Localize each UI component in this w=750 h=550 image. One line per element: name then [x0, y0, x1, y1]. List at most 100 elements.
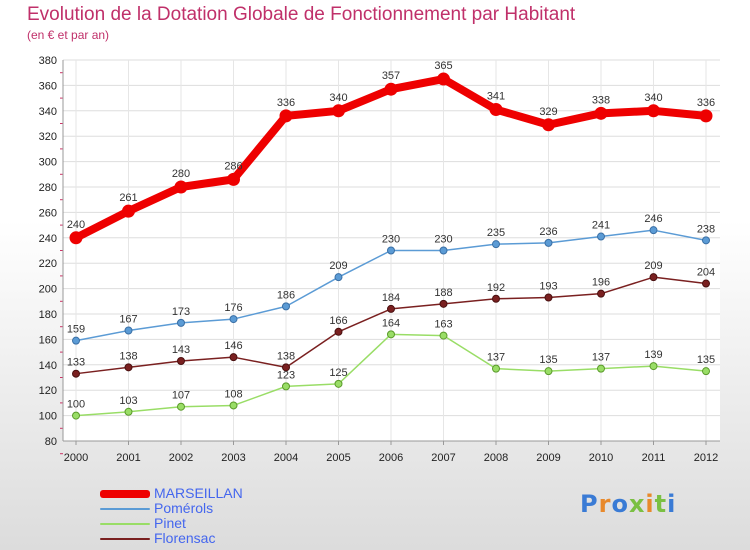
data-label-marseillan: 336	[697, 97, 715, 109]
data-point-florensac	[387, 304, 395, 313]
data-point-florensac	[282, 363, 290, 372]
data-label-marseillan: 341	[487, 91, 505, 103]
x-tick-label: 2009	[536, 452, 560, 464]
data-label-pomerols: 209	[329, 260, 347, 272]
x-tick-label: 2000	[64, 452, 88, 464]
x-tick-label: 2012	[694, 452, 718, 464]
data-label-marseillan: 329	[539, 106, 557, 118]
data-label-pomerols: 246	[644, 213, 662, 225]
y-tick-label: 80	[45, 436, 57, 448]
data-point-pinet	[177, 402, 185, 411]
data-point-pomerols	[492, 240, 500, 249]
legend-item-pinet: Pinet	[100, 516, 243, 531]
data-point-marseillan	[174, 180, 188, 194]
data-point-florensac	[439, 299, 448, 308]
data-point-pinet	[544, 367, 553, 376]
data-point-marseillan	[69, 231, 83, 245]
data-point-marseillan	[279, 109, 293, 123]
x-tick-label: 2010	[589, 452, 613, 464]
label-layer: 240 261 280 286 336 340 357 365 341 329 338 340 336 1…	[67, 60, 715, 411]
legend-item-marseillan: MARSEILLAN	[100, 486, 243, 501]
data-label-florensac: 146	[224, 340, 242, 352]
y-tick-label: 260	[39, 207, 57, 219]
data-point-marseillan	[542, 118, 555, 132]
data-label-pinet: 164	[382, 317, 400, 329]
x-tick-label: 2001	[116, 452, 140, 464]
data-point-pomerols	[229, 315, 238, 324]
data-label-pinet: 163	[434, 319, 452, 331]
data-point-marseillan	[384, 82, 398, 96]
data-point-pinet	[387, 330, 395, 339]
data-label-marseillan: 365	[434, 60, 452, 72]
y-tick-label: 220	[39, 258, 57, 270]
y-tick-label: 140	[39, 360, 57, 372]
data-point-florensac	[649, 273, 658, 282]
data-label-pinet: 139	[644, 349, 662, 361]
data-point-marseillan	[332, 104, 345, 118]
y-tick-label: 200	[39, 284, 57, 296]
legend-label-florensac: Florensac	[154, 530, 216, 546]
data-label-florensac: 188	[434, 287, 452, 299]
legend-swatch-marseillan	[100, 489, 150, 498]
data-label-pinet: 135	[697, 354, 715, 366]
data-label-pinet: 125	[329, 367, 347, 379]
x-tick-label: 2004	[274, 452, 298, 464]
data-point-pinet	[334, 379, 343, 388]
data-label-pomerols: 235	[487, 227, 505, 239]
data-point-marseillan	[699, 109, 713, 123]
data-point-florensac	[177, 356, 185, 365]
chart-title: Evolution de la Dotation Globale de Fonc…	[27, 4, 576, 25]
chart-subtitle: (en € et par an)	[27, 28, 110, 42]
legend-swatch-pomerols	[100, 507, 150, 510]
data-label-pomerols: 159	[67, 324, 85, 336]
data-point-pomerols	[282, 302, 290, 311]
data-label-florensac: 192	[487, 282, 505, 294]
data-label-florensac: 196	[592, 277, 610, 289]
data-point-pomerols	[177, 318, 185, 327]
data-label-florensac: 166	[329, 315, 347, 327]
data-point-florensac	[229, 353, 238, 362]
data-label-pinet: 107	[172, 390, 190, 402]
data-label-pomerols: 230	[382, 234, 400, 246]
data-point-pomerols	[387, 246, 395, 255]
data-point-pinet	[492, 364, 500, 373]
data-point-marseillan	[122, 204, 135, 218]
x-tick-label: 2003	[221, 452, 245, 464]
legend-label-pomerols: Pomérols	[154, 500, 214, 516]
y-tick-label: 300	[39, 157, 57, 169]
x-tick-label: 2007	[431, 452, 455, 464]
data-point-marseillan	[489, 103, 503, 117]
y-tick-label: 100	[39, 411, 57, 423]
y-tick-label: 180	[39, 309, 57, 321]
y-tick-label: 360	[39, 80, 57, 92]
x-tick-label: 2011	[642, 452, 666, 464]
data-point-pomerols	[597, 232, 605, 241]
data-point-pinet	[649, 362, 658, 371]
legend-label-pinet: Pinet	[154, 515, 186, 531]
x-tick-label: 2005	[326, 452, 350, 464]
data-label-florensac: 184	[382, 292, 400, 304]
data-point-florensac	[492, 294, 500, 303]
data-point-pomerols	[72, 336, 80, 345]
data-label-pomerols: 230	[434, 234, 452, 246]
data-label-pinet: 100	[67, 399, 85, 411]
data-point-pomerols	[124, 326, 133, 335]
axis-layer: 80 100 120 140 160 180 200 220 240 260 280 300 320 34…	[39, 55, 720, 464]
data-label-pomerols: 241	[592, 220, 610, 232]
y-tick-label: 240	[39, 233, 57, 245]
y-tick-label: 320	[39, 131, 57, 143]
data-point-pinet	[72, 411, 80, 420]
data-point-florensac	[702, 279, 710, 288]
data-label-marseillan: 280	[172, 168, 190, 180]
x-tick-label: 2002	[169, 452, 193, 464]
data-point-pomerols	[649, 226, 658, 235]
data-point-florensac	[334, 327, 343, 336]
data-point-pinet	[124, 407, 133, 416]
data-label-pinet: 135	[539, 354, 557, 366]
data-label-marseillan: 357	[382, 70, 400, 82]
legend-swatch-pinet	[100, 522, 150, 525]
legend-item-florensac: Florensac	[100, 531, 243, 546]
x-tick-label: 2008	[484, 452, 508, 464]
data-label-pomerols: 236	[539, 226, 557, 238]
series-layer	[69, 72, 713, 420]
